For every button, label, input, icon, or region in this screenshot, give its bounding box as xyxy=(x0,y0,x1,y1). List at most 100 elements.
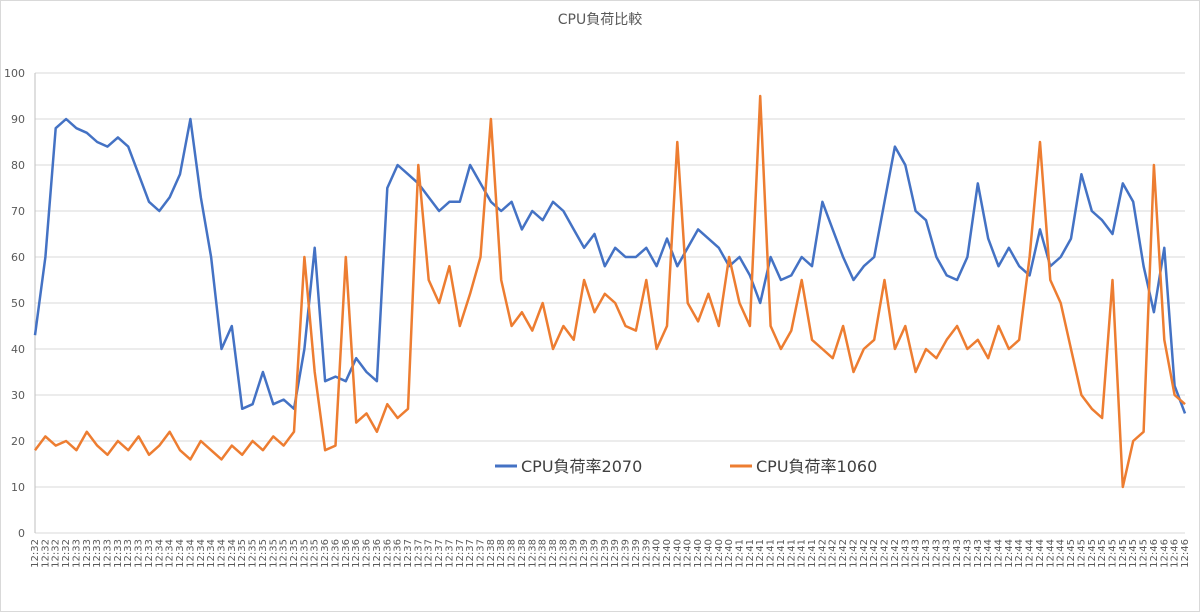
x-tick-label: 12:44 xyxy=(1014,539,1025,568)
x-tick-label: 12:39 xyxy=(631,539,642,568)
x-tick-label: 12:32 xyxy=(30,539,41,568)
x-tick-label: 12:33 xyxy=(144,539,155,568)
x-tick-label: 12:41 xyxy=(776,539,787,568)
x-tick-label: 12:37 xyxy=(434,539,445,568)
x-tick-label: 12:45 xyxy=(1128,539,1139,568)
x-tick-label: 12:40 xyxy=(714,539,725,568)
x-tick-label: 12:41 xyxy=(755,539,766,568)
x-tick-label: 12:33 xyxy=(92,539,103,568)
x-tick-label: 12:42 xyxy=(817,539,828,568)
x-tick-label: 12:43 xyxy=(952,539,963,568)
x-tick-label: 12:36 xyxy=(351,539,362,568)
x-tick-label: 12:46 xyxy=(1180,539,1191,568)
x-tick-label: 12:45 xyxy=(1107,539,1118,568)
x-tick-label: 12:35 xyxy=(258,539,269,568)
y-tick-label: 50 xyxy=(11,297,25,310)
x-tick-label: 12:45 xyxy=(1076,539,1087,568)
x-tick-label: 12:42 xyxy=(880,539,891,568)
y-tick-label: 90 xyxy=(11,113,25,126)
x-tick-label: 12:40 xyxy=(703,539,714,568)
y-tick-label: 40 xyxy=(11,343,25,356)
x-tick-label: 12:39 xyxy=(621,539,632,568)
x-tick-label: 12:34 xyxy=(196,539,207,568)
x-tick-label: 12:33 xyxy=(103,539,114,568)
x-tick-label: 12:38 xyxy=(486,539,497,568)
x-tick-label: 12:34 xyxy=(216,539,227,568)
x-tick-label: 12:46 xyxy=(1159,539,1170,568)
x-tick-label: 12:46 xyxy=(1149,539,1160,568)
x-tick-label: 12:44 xyxy=(1045,539,1056,568)
x-tick-label: 12:35 xyxy=(237,539,248,568)
x-tick-label: 12:36 xyxy=(393,539,404,568)
x-tick-label: 12:33 xyxy=(113,539,124,568)
x-tick-label: 12:33 xyxy=(71,539,82,568)
legend-label: CPU負荷率1060 xyxy=(756,457,877,476)
x-tick-label: 12:38 xyxy=(507,539,518,568)
y-tick-label: 70 xyxy=(11,205,25,218)
data-line xyxy=(34,94,1186,489)
x-tick-label: 12:38 xyxy=(558,539,569,568)
x-tick-label: 12:37 xyxy=(413,539,424,568)
x-tick-label: 12:43 xyxy=(931,539,942,568)
x-tick-label: 12:42 xyxy=(848,539,859,568)
data-line xyxy=(33,117,1187,414)
x-tick-label: 12:46 xyxy=(1170,539,1181,568)
x-tick-label: 12:36 xyxy=(320,539,331,568)
x-tick-label: 12:42 xyxy=(859,539,870,568)
x-tick-label: 12:37 xyxy=(444,539,455,568)
x-tick-label: 12:45 xyxy=(1066,539,1077,568)
x-tick-label: 12:42 xyxy=(869,539,880,568)
x-tick-label: 12:34 xyxy=(154,539,165,568)
x-tick-label: 12:39 xyxy=(579,539,590,568)
x-tick-label: 12:41 xyxy=(786,539,797,568)
x-tick-label: 12:40 xyxy=(683,539,694,568)
x-tick-label: 12:41 xyxy=(766,539,777,568)
x-tick-label: 12:41 xyxy=(807,539,818,568)
x-tick-label: 12:34 xyxy=(227,539,238,568)
x-tick-label: 12:37 xyxy=(465,539,476,568)
x-tick-label: 12:33 xyxy=(123,539,134,568)
x-tick-label: 12:39 xyxy=(569,539,580,568)
x-tick-label: 12:45 xyxy=(1118,539,1129,568)
x-tick-label: 12:41 xyxy=(797,539,808,568)
x-tick-label: 12:43 xyxy=(921,539,932,568)
y-tick-label: 30 xyxy=(11,389,25,402)
x-tick-label: 12:39 xyxy=(600,539,611,568)
x-tick-label: 12:44 xyxy=(994,539,1005,568)
x-tick-label: 12:45 xyxy=(1087,539,1098,568)
x-tick-label: 12:35 xyxy=(310,539,321,568)
x-tick-label: 12:38 xyxy=(527,539,538,568)
x-tick-label: 12:43 xyxy=(900,539,911,568)
x-tick-label: 12:45 xyxy=(1097,539,1108,568)
x-tick-label: 12:40 xyxy=(672,539,683,568)
x-tick-label: 12:38 xyxy=(517,539,528,568)
x-tick-label: 12:34 xyxy=(206,539,217,568)
x-tick-label: 12:38 xyxy=(538,539,549,568)
x-tick-label: 12:40 xyxy=(724,539,735,568)
x-tick-label: 12:44 xyxy=(1056,539,1067,568)
x-tick-label: 12:38 xyxy=(548,539,559,568)
x-tick-label: 12:44 xyxy=(983,539,994,568)
x-tick-label: 12:37 xyxy=(455,539,466,568)
x-tick-label: 12:42 xyxy=(828,539,839,568)
x-tick-label: 12:44 xyxy=(1004,539,1015,568)
x-tick-label: 12:43 xyxy=(973,539,984,568)
x-tick-label: 12:35 xyxy=(289,539,300,568)
x-tick-label: 12:37 xyxy=(475,539,486,568)
x-tick-label: 12:35 xyxy=(299,539,310,568)
y-tick-label: 20 xyxy=(11,435,25,448)
x-tick-label: 12:41 xyxy=(745,539,756,568)
x-tick-label: 12:33 xyxy=(82,539,93,568)
y-tick-label: 100 xyxy=(4,67,25,80)
x-tick-label: 12:40 xyxy=(693,539,704,568)
x-tick-label: 12:34 xyxy=(185,539,196,568)
x-tick-label: 12:40 xyxy=(652,539,663,568)
x-tick-label: 12:39 xyxy=(589,539,600,568)
x-tick-label: 12:42 xyxy=(838,539,849,568)
x-tick-label: 12:39 xyxy=(610,539,621,568)
x-tick-label: 12:38 xyxy=(496,539,507,568)
y-tick-label: 0 xyxy=(18,527,25,540)
x-tick-label: 12:32 xyxy=(51,539,62,568)
x-tick-label: 12:44 xyxy=(1025,539,1036,568)
x-tick-label: 12:32 xyxy=(61,539,72,568)
